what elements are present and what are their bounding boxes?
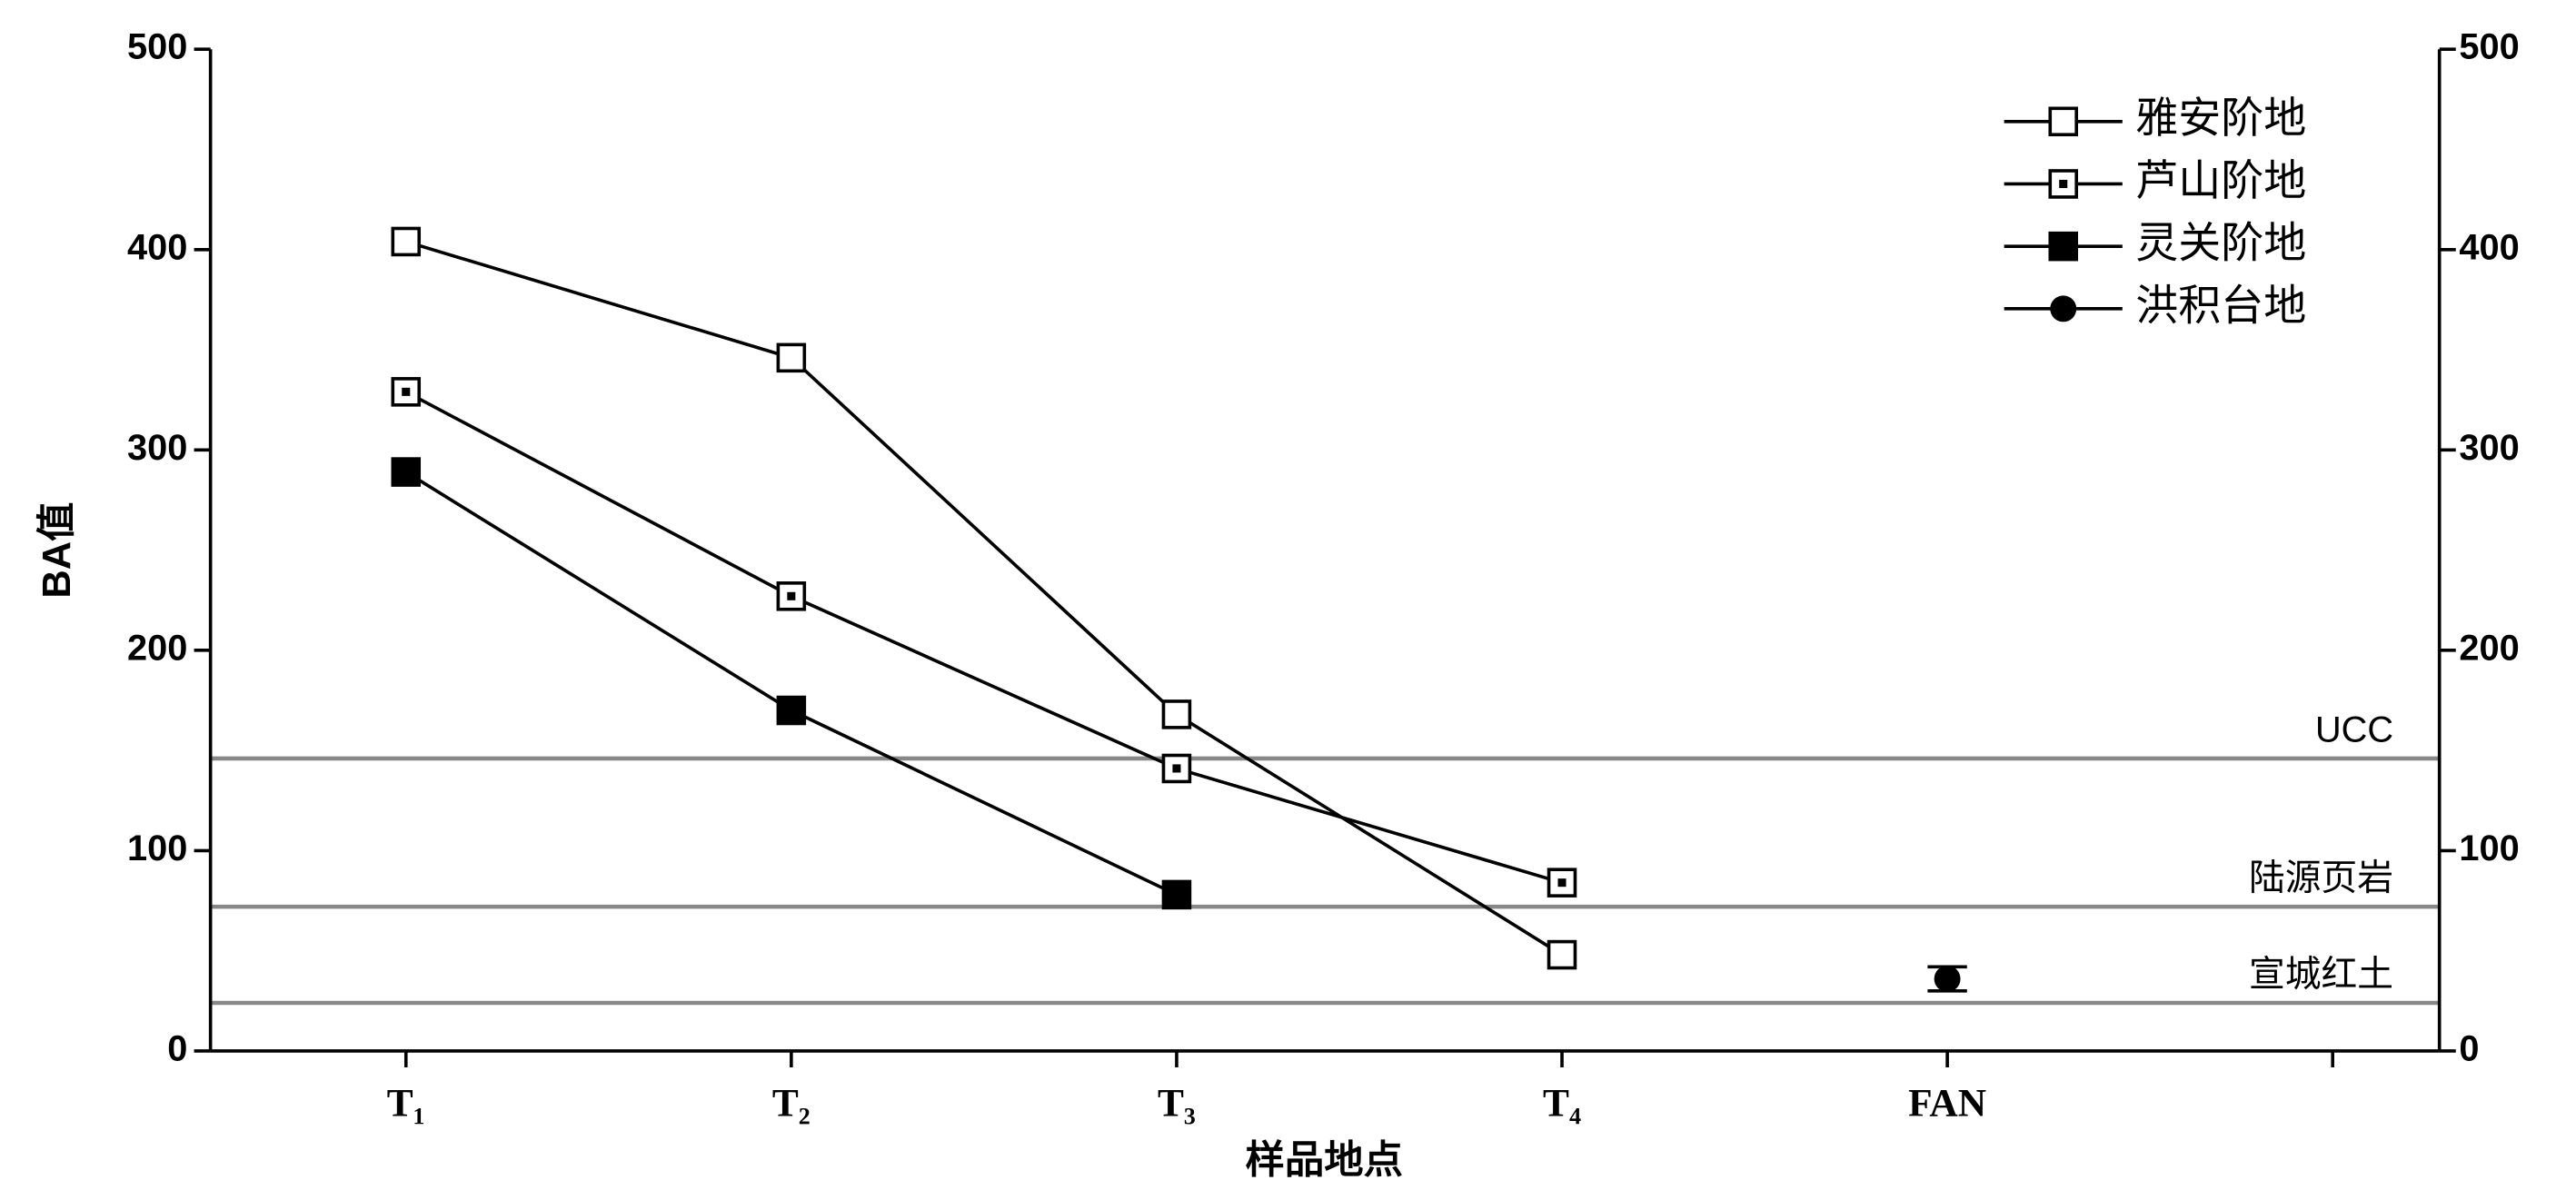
y2-tick-label: 300 [2459, 428, 2519, 468]
y-tick-label: 200 [127, 628, 187, 668]
data-point [391, 457, 422, 487]
legend-label: 雅安阶地 [2135, 94, 2306, 142]
data-point [776, 695, 807, 726]
y2-tick-label: 0 [2459, 1028, 2479, 1068]
data-point [1934, 966, 1961, 992]
x-tick-label: FAN [1908, 1081, 1986, 1125]
series-line [405, 240, 1563, 957]
data-point [1547, 868, 1577, 898]
reference-label: UCC [2315, 710, 2393, 750]
marker-dot [787, 591, 796, 600]
marker-dot [402, 387, 411, 396]
y2-tick-label: 200 [2459, 628, 2519, 668]
y-tick-label: 500 [127, 27, 187, 67]
data-point [1161, 879, 1192, 910]
y-tick-label: 100 [127, 828, 187, 868]
legend-label: 灵关阶地 [2135, 219, 2306, 267]
x-tick-label: T₁ [387, 1081, 425, 1125]
marker-dot [1557, 878, 1566, 888]
data-point [1547, 939, 1577, 970]
data-point [776, 342, 807, 373]
data-point [1161, 699, 1192, 729]
legend-marker [2048, 231, 2079, 262]
data-point [391, 226, 422, 257]
x-axis-label: 样品地点 [1246, 1138, 1404, 1182]
x-tick-label: T₂ [772, 1081, 811, 1125]
y-tick-label: 0 [167, 1028, 187, 1068]
marker-dot [1172, 764, 1181, 773]
y2-tick-label: 400 [2459, 227, 2519, 267]
legend-marker [2048, 106, 2079, 137]
y2-tick-label: 500 [2459, 27, 2519, 67]
legend-label: 芦山阶地 [2135, 156, 2306, 204]
x-tick-label: T₃ [1158, 1081, 1196, 1125]
reference-label: 陆源页岩 [2249, 858, 2393, 898]
data-point [776, 581, 807, 611]
data-point [1161, 753, 1192, 784]
x-tick-label: T₄ [1543, 1081, 1581, 1125]
legend-label: 洪积台地 [2135, 281, 2306, 329]
y2-tick-label: 100 [2459, 828, 2519, 868]
series-line [404, 390, 1563, 885]
reference-label: 宣城红土 [2249, 955, 2393, 995]
legend-marker [2050, 295, 2077, 322]
y-tick-label: 300 [127, 428, 187, 468]
marker-dot [2059, 179, 2068, 188]
y-axis-label: BA值 [35, 502, 79, 599]
y-tick-label: 400 [127, 227, 187, 267]
series-line [404, 471, 1178, 897]
